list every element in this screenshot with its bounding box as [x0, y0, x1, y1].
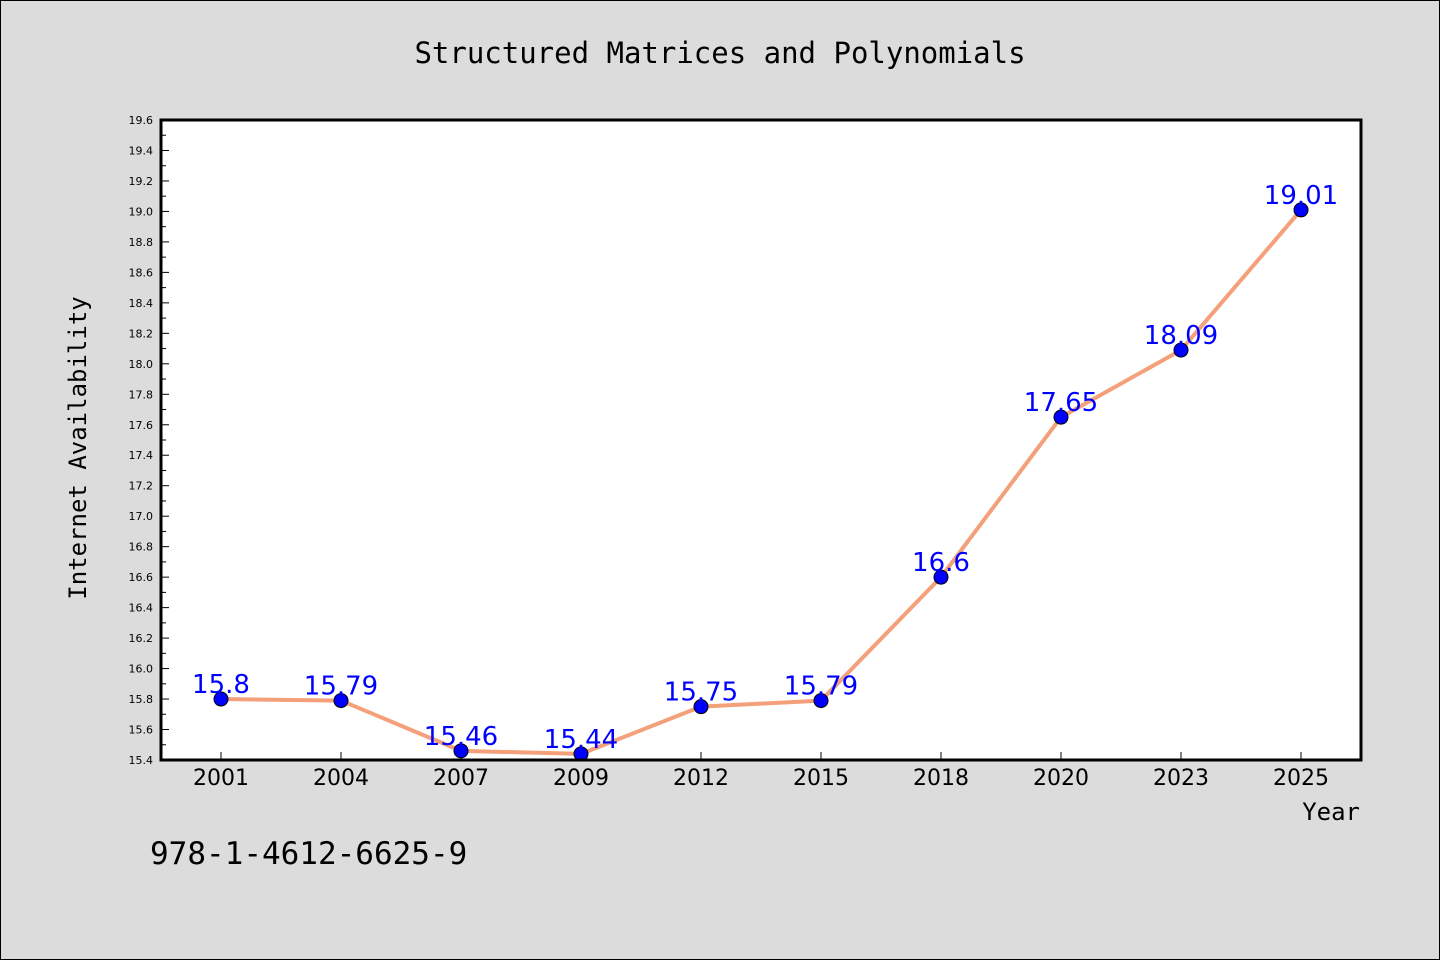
x-tick-label: 2023	[1153, 766, 1209, 791]
y-tick-label: 19.2	[129, 175, 154, 188]
y-tick-label: 18.2	[129, 327, 154, 340]
data-point	[333, 693, 349, 709]
data-label: 15.46	[424, 722, 498, 752]
series-line	[220, 208, 1303, 756]
y-tick-label: 19.6	[129, 114, 154, 127]
data-point	[1293, 202, 1309, 218]
x-tick-label: 2018	[913, 766, 969, 791]
data-point	[1173, 342, 1189, 358]
y-tick-label: 17.8	[129, 388, 154, 401]
y-axis: 15.4 15.6 15.8 16.0 16.2 16.4 16.6 16.8 17.0 17.2…	[129, 114, 169, 767]
x-tick-label: 2009	[553, 766, 609, 791]
plot-border	[159, 118, 1363, 762]
data-point	[933, 569, 949, 585]
data-label: 15.8	[192, 670, 250, 700]
data-label: 18.09	[1144, 321, 1218, 351]
data-label: 15.79	[304, 672, 378, 702]
data-label-group: 15.8 15.79 15.46 15.44 15.75 15.79 16.6 17.65 18…	[192, 181, 1338, 755]
series-line-group	[220, 208, 1303, 756]
x-tick-label: 2025	[1273, 766, 1329, 791]
data-point	[813, 693, 829, 709]
data-label: 15.44	[544, 725, 618, 755]
x-tick-label: 2001	[193, 766, 249, 791]
y-axis-label: Internet Availability	[64, 296, 92, 599]
data-label: 19.01	[1264, 181, 1338, 211]
plot-area	[161, 120, 1361, 760]
y-tick-label: 17.0	[129, 510, 154, 523]
data-label: 17.65	[1024, 388, 1098, 418]
isbn-text: 978-1-4612-6625-9	[150, 836, 467, 872]
y-tick-label: 19.0	[129, 205, 154, 218]
y-tick-label: 18.8	[129, 236, 154, 249]
data-point	[213, 691, 229, 707]
marker-group	[213, 202, 1309, 762]
x-axis: 2001 2004 2007 2009 2012 2015 2018 2020 2023 2025	[193, 752, 1329, 791]
y-tick-label: 18.6	[129, 266, 154, 279]
x-axis-label: Year	[1302, 798, 1360, 826]
data-label: 15.75	[664, 678, 738, 708]
y-tick-label: 19.4	[129, 144, 154, 157]
y-tick-label: 18.4	[129, 297, 154, 310]
y-tick-label: 16.8	[129, 541, 154, 554]
y-tick-label: 17.4	[129, 449, 154, 462]
data-label: 15.79	[784, 672, 858, 702]
data-point	[1053, 409, 1069, 425]
y-tick-label: 16.6	[129, 571, 154, 584]
data-point	[453, 743, 469, 759]
y-tick-label: 16.0	[129, 663, 154, 676]
x-tick-label: 2007	[433, 766, 489, 791]
y-tick-label: 18.0	[129, 358, 154, 371]
y-tick-label: 17.2	[129, 480, 154, 493]
y-tick-label: 16.2	[129, 632, 154, 645]
x-tick-label: 2012	[673, 766, 729, 791]
y-tick-label: 15.8	[129, 693, 154, 706]
data-label: 16.6	[912, 548, 970, 578]
x-tick-label: 2020	[1033, 766, 1089, 791]
y-tick-label: 15.6	[129, 724, 154, 737]
data-point	[693, 699, 709, 715]
y-tick-label: 17.6	[129, 419, 154, 432]
y-tick-label: 15.4	[129, 754, 154, 767]
y-tick-label: 16.4	[129, 602, 154, 615]
x-tick-label: 2004	[313, 766, 369, 791]
x-tick-label: 2015	[793, 766, 849, 791]
chart-title: Structured Matrices and Polynomials	[414, 36, 1025, 70]
